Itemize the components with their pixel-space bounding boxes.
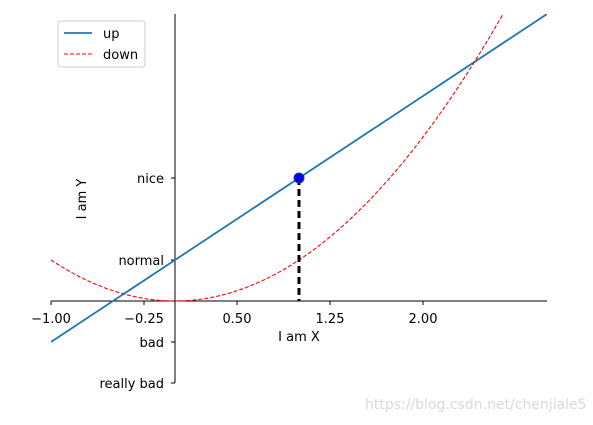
legend-entry-down: down [103,48,138,63]
series-line-down [51,14,504,302]
legend-entry-up: up [103,27,120,42]
y-tick-label: nice [137,172,164,187]
y-tick-label: really bad [99,377,164,392]
x-tick-label: 2.00 [409,312,438,327]
y-tick-label: normal [118,254,164,269]
x-tick-label: 1.25 [316,312,345,327]
x-tick-label: −0.25 [124,312,164,327]
x-axis-label: I am X [278,330,320,345]
annotation-point [293,172,305,184]
x-tick-label: −1.00 [31,312,71,327]
x-tick-label: 0.50 [223,312,252,327]
y-tick-label: bad [140,336,164,351]
watermark: https://blog.csdn.net/chenjiale5 [365,397,587,413]
y-axis-label: I am Y [75,179,90,220]
